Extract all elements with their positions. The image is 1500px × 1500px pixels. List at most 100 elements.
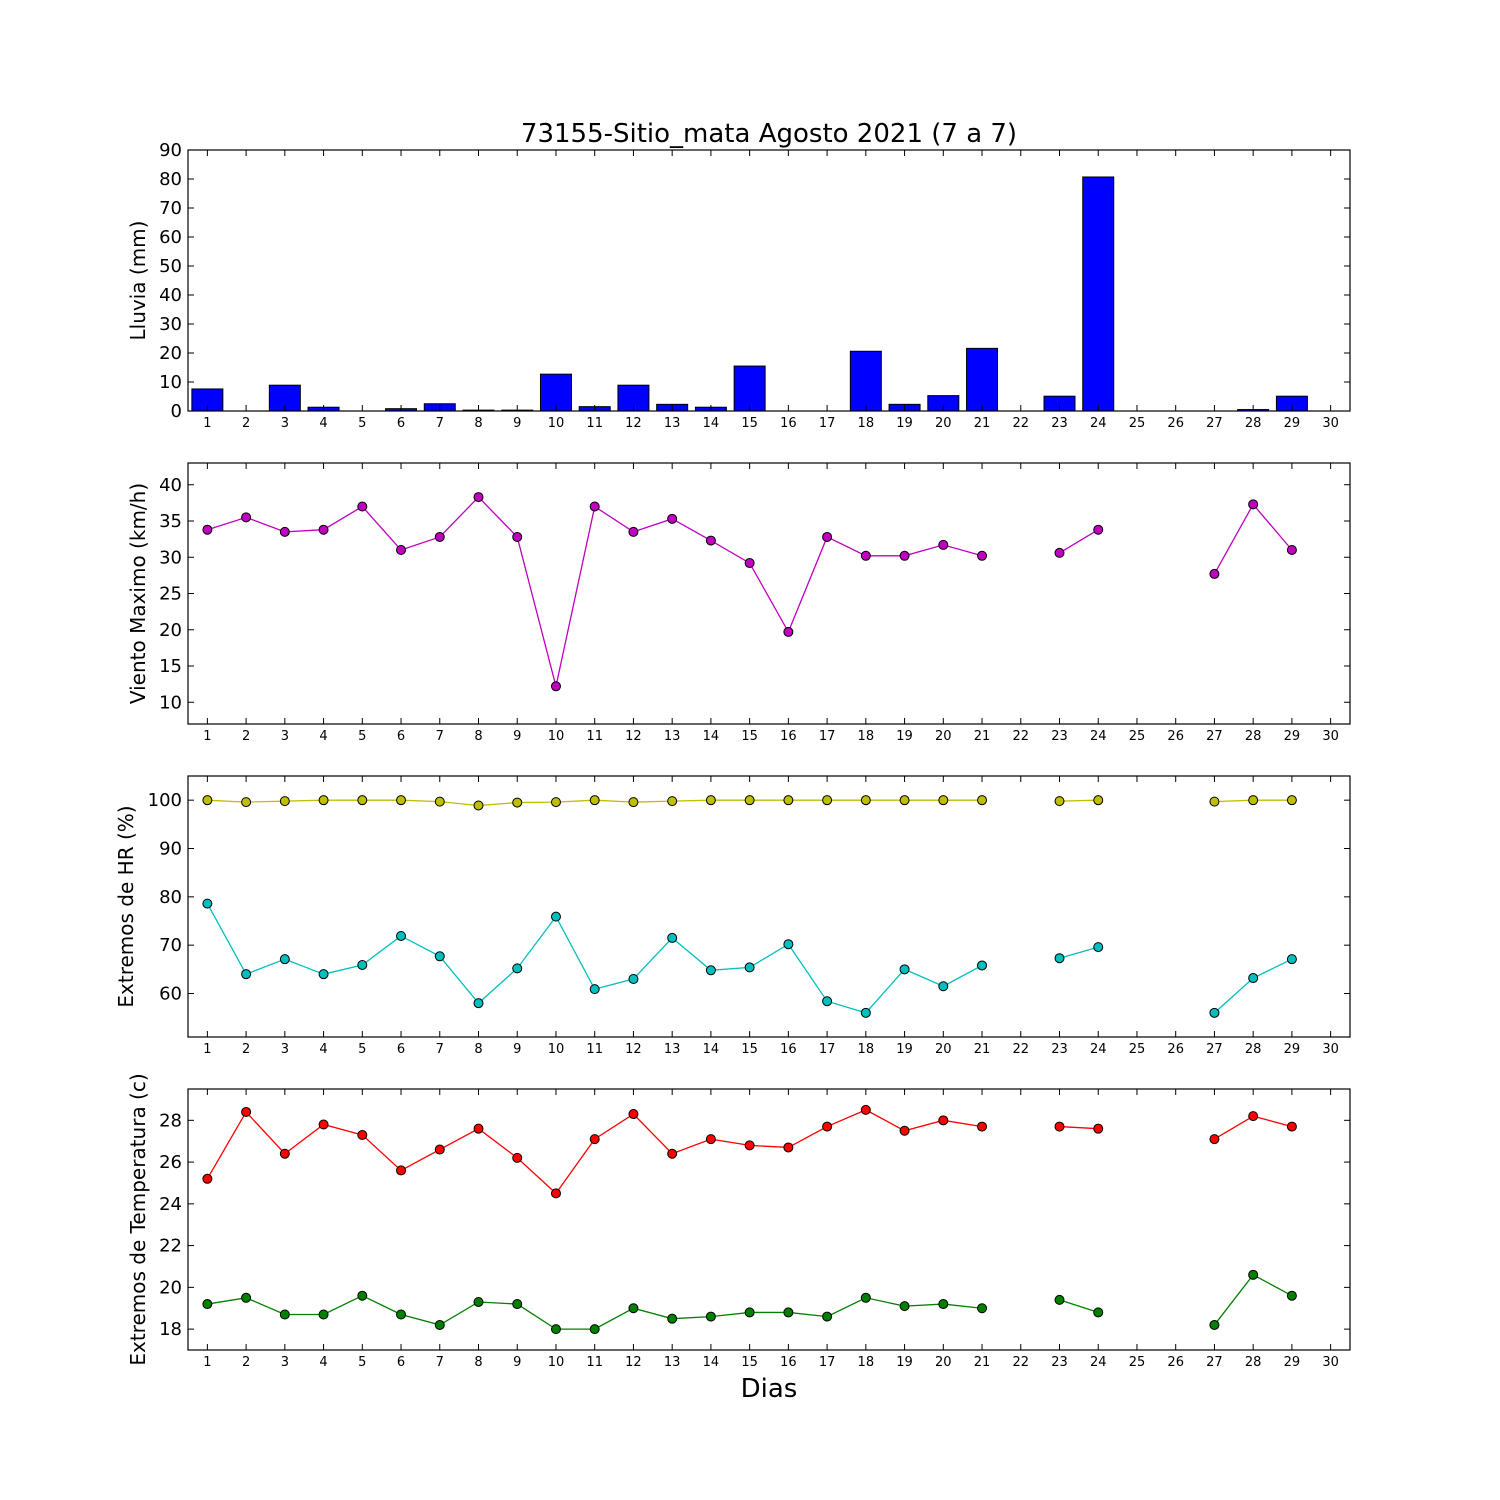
rain-x-tick-label: 19 [896,416,913,431]
temperature-x-tick-label: 4 [319,1355,327,1370]
humidity-series-1-point-day-19 [899,964,910,975]
temperature-series-1-point-day-21 [977,1303,988,1314]
wind-series-0-point-day-27 [1209,568,1220,579]
humidity-series-1-point-day-4 [318,969,329,980]
humidity-series-1-point-day-28 [1248,973,1259,984]
wind-x-tick-label: 6 [397,729,405,744]
rain-y-tick-label: 20 [159,343,182,364]
humidity-series-1-point-day-13 [667,932,678,943]
humidity-series-1-line-2 [1213,958,1293,1014]
temperature-series-1-point-day-23 [1054,1294,1065,1305]
temperature-y-axis-label: Extremos de Temperatura (c) [126,1073,150,1365]
wind-x-tick-label: 17 [819,729,836,744]
humidity-series-0-point-day-24 [1093,795,1104,806]
temperature-series-1-point-day-9 [512,1299,523,1310]
wind-x-tick-label: 16 [780,729,797,744]
humidity-series-1-point-day-27 [1209,1007,1220,1018]
humidity-series-1-point-day-6 [396,930,407,941]
wind-series-0-point-day-19 [899,550,910,561]
wind-x-tick-label: 29 [1284,729,1301,744]
rain-bar-day-24 [1082,176,1115,412]
wind-x-tick-label: 14 [703,729,720,744]
rain-y-tick-label: 40 [159,285,182,306]
temperature-series-0-point-day-8 [473,1123,484,1134]
humidity-series-1-point-day-20 [938,981,949,992]
humidity-x-tick-label: 27 [1206,1042,1223,1057]
temperature-series-0-point-day-29 [1286,1121,1297,1132]
rain-x-tick-label: 9 [513,416,521,431]
temperature-series-1-point-day-4 [318,1309,329,1320]
humidity-series-0-point-day-8 [473,800,484,811]
humidity-series-0-point-day-18 [860,795,871,806]
wind-y-tick-label: 30 [159,547,182,568]
humidity-series-0-line-1 [1059,799,1099,802]
temperature-series-0-point-day-14 [705,1134,716,1145]
wind-series-0-point-day-2 [241,512,252,523]
wind-series-0-point-day-14 [705,535,716,546]
rain-y-tick-label: 50 [159,256,182,277]
humidity-y-tick-label: 80 [159,887,182,908]
temperature-y-tick-label: 22 [159,1236,182,1257]
humidity-y-tick-label: 100 [148,790,182,811]
temperature-series-0-point-day-18 [860,1104,871,1115]
wind-series-0-point-day-18 [860,550,871,561]
humidity-x-tick-label: 2 [242,1042,250,1057]
temperature-series-0-point-day-5 [357,1129,368,1140]
wind-y-tick-label: 10 [159,692,182,713]
wind-x-tick-label: 10 [548,729,565,744]
humidity-x-tick-label: 6 [397,1042,405,1057]
wind-x-tick-label: 4 [319,729,327,744]
wind-x-tick-label: 2 [242,729,250,744]
temperature-x-tick-label: 5 [358,1355,366,1370]
humidity-series-1-point-day-3 [279,954,290,965]
temperature-series-0-point-day-19 [899,1125,910,1136]
temperature-x-tick-label: 15 [741,1355,758,1370]
humidity-x-tick-label: 21 [974,1042,991,1057]
humidity-series-0-point-day-27 [1209,796,1220,807]
wind-series-0-point-day-15 [744,558,755,569]
temperature-series-1-point-day-12 [628,1303,639,1314]
temperature-series-1-point-day-18 [860,1292,871,1303]
humidity-x-tick-label: 25 [1129,1042,1146,1057]
temperature-series-1-point-day-8 [473,1296,484,1307]
wind-y-tick-label: 35 [159,511,182,532]
temperature-series-0-point-day-11 [589,1134,600,1145]
rain-x-tick-label: 24 [1090,416,1107,431]
humidity-series-0-point-day-4 [318,795,329,806]
humidity-series-1-point-day-29 [1286,954,1297,965]
humidity-series-1-point-day-5 [357,959,368,970]
humidity-series-0-point-day-14 [705,795,716,806]
temperature-series-1-point-day-24 [1093,1307,1104,1318]
wind-series-0-point-day-7 [434,531,445,542]
humidity-series-0-point-day-15 [744,795,755,806]
humidity-x-tick-label: 7 [436,1042,444,1057]
temperature-x-tick-label: 19 [896,1355,913,1370]
temperature-series-0-point-day-16 [783,1142,794,1153]
humidity-series-1-point-day-10 [550,911,561,922]
humidity-series-0-point-day-3 [279,796,290,807]
wind-x-tick-label: 26 [1167,729,1184,744]
rain-x-tick-label: 17 [819,416,836,431]
temperature-plot-frame [187,1088,1351,1351]
wind-series-0-point-day-8 [473,492,484,503]
wind-series-0-point-day-17 [822,531,833,542]
humidity-x-tick-label: 9 [513,1042,521,1057]
humidity-series-1-point-day-9 [512,963,523,974]
rain-x-tick-label: 13 [664,416,681,431]
x-axis-label: Dias [741,1374,798,1404]
temperature-series-1-point-day-29 [1286,1290,1297,1301]
temperature-x-tick-label: 11 [586,1355,603,1370]
humidity-plot-frame [187,775,1351,1038]
humidity-series-0-point-day-29 [1286,795,1297,806]
wind-series-0-point-day-29 [1286,545,1297,555]
humidity-x-tick-label: 23 [1051,1042,1068,1057]
humidity-x-tick-label: 5 [358,1042,366,1057]
temperature-x-tick-label: 13 [664,1355,681,1370]
wind-x-tick-label: 1 [203,729,211,744]
rain-x-tick-label: 25 [1129,416,1146,431]
humidity-series-1-point-day-16 [783,939,794,950]
temperature-series-1-point-day-14 [705,1311,716,1322]
